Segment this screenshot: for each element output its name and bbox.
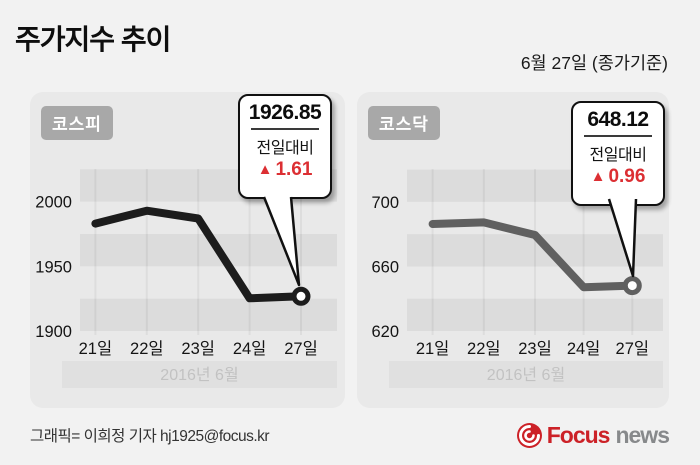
logo-text-focus: Focus: [546, 422, 611, 448]
svg-text:23일: 23일: [181, 339, 215, 358]
kospi-callout-tail: [262, 196, 301, 287]
svg-text:1950: 1950: [35, 258, 72, 276]
kosdaq-callout: 648.12 전일대비 ▲ 0.96: [571, 101, 665, 206]
svg-text:24일: 24일: [233, 339, 267, 358]
kospi-close-value: 1926.85: [248, 101, 322, 124]
svg-text:27일: 27일: [284, 339, 318, 358]
svg-text:22일: 22일: [467, 339, 501, 358]
svg-text:21일: 21일: [416, 339, 450, 358]
svg-text:1900: 1900: [35, 323, 72, 341]
kosdaq-close-value: 648.12: [587, 108, 649, 131]
svg-text:2016년 6월: 2016년 6월: [160, 366, 238, 384]
focus-swirl-icon: [516, 423, 542, 448]
date-label: 6월 27일 (종가기준): [520, 53, 668, 73]
kosdaq-card: 코스닥 700 660 620 21일 22일 23일 24일 27일 2016년 6월 648…: [357, 92, 669, 408]
svg-text:620: 620: [371, 323, 399, 341]
up-triangle-icon: ▲: [590, 168, 606, 185]
kosdaq-callout-tail: [607, 198, 638, 278]
page-title: 주가지수 추이: [15, 24, 171, 55]
kospi-card: 코스피 2000 1950 1900 21일 22일 23일 24일 27일 2016년 6월 …: [30, 92, 345, 408]
kospi-callout: 1926.85 전일대비 ▲ 1.61: [238, 94, 332, 199]
kospi-badge: 코스피: [41, 106, 113, 140]
svg-text:2000: 2000: [35, 194, 72, 212]
svg-text:22일: 22일: [130, 339, 164, 358]
credit-text: 그래픽= 이희정 기자 hj1925@focus.kr: [30, 428, 270, 445]
logo-text-news: news: [615, 422, 670, 448]
callout-divider: [584, 135, 652, 137]
kosdaq-badge: 코스닥: [368, 106, 440, 140]
up-triangle-icon: ▲: [257, 161, 273, 178]
kospi-change: ▲ 1.61: [240, 159, 330, 181]
svg-text:23일: 23일: [518, 339, 552, 358]
svg-text:2016년 6월: 2016년 6월: [487, 366, 565, 384]
focus-news-logo: Focus news: [516, 422, 670, 449]
kospi-change-value: 1.61: [275, 159, 313, 180]
svg-text:660: 660: [371, 258, 399, 276]
svg-text:24일: 24일: [567, 339, 601, 358]
kosdaq-change-value: 0.96: [608, 166, 646, 187]
svg-text:27일: 27일: [616, 339, 650, 358]
kospi-compare-label: 전일대비: [256, 140, 314, 157]
callout-divider: [251, 128, 319, 130]
svg-text:700: 700: [371, 194, 399, 212]
kosdaq-compare-label: 전일대비: [589, 147, 647, 164]
kosdaq-change: ▲ 0.96: [573, 166, 663, 188]
svg-text:21일: 21일: [79, 339, 113, 358]
